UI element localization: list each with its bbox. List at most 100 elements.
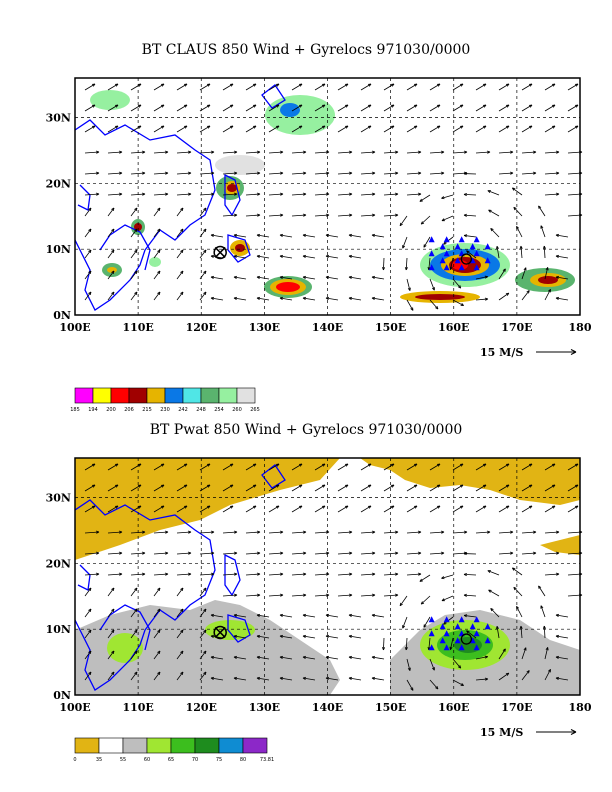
- wind-vector: [567, 193, 583, 196]
- wind-vector-head: [188, 530, 192, 534]
- wind-vector-head: [431, 287, 435, 291]
- wind-vector: [325, 234, 339, 238]
- wind-vector: [383, 151, 399, 154]
- wind-vector-head: [206, 505, 211, 509]
- wind-vector-head: [441, 196, 445, 200]
- wind-vector-head: [188, 572, 192, 576]
- colorbar-swatch: [218, 737, 244, 754]
- wind-vector: [383, 484, 395, 492]
- wind-vector-head: [510, 171, 514, 175]
- wind-vector-head: [137, 463, 142, 467]
- wind-vector: [521, 647, 527, 660]
- wind-vector: [540, 605, 546, 618]
- wind-vector-head: [419, 578, 423, 582]
- wind-vector-head: [303, 572, 307, 576]
- wind-vector-head: [511, 567, 516, 571]
- wind-vector: [337, 83, 349, 91]
- wind-vector-head: [460, 302, 464, 306]
- wind-vector-head: [533, 150, 537, 154]
- vector-reference-label: 15 M/S: [480, 346, 523, 359]
- wind-vector-head: [404, 267, 408, 271]
- gyre-marker: [473, 644, 480, 651]
- wind-vector: [176, 505, 188, 513]
- wind-vector-head: [407, 287, 411, 291]
- wind-vector-head: [505, 83, 510, 87]
- wind-vector: [538, 585, 546, 597]
- panel1-coastlines: [75, 84, 286, 311]
- wind-vector-head: [303, 551, 307, 555]
- wind-vector: [498, 268, 506, 280]
- wind-vector: [176, 151, 192, 154]
- wind-vector: [406, 278, 411, 291]
- wind-vector-head: [188, 150, 192, 154]
- wind-vector-head: [372, 213, 376, 217]
- wind-vector-head: [252, 83, 257, 87]
- gyre-marker: [428, 630, 435, 637]
- wind-vector: [176, 629, 184, 639]
- wind-vector: [222, 463, 234, 471]
- wind-vector: [153, 291, 161, 301]
- colorbar-label: 265: [250, 407, 260, 413]
- wind-vector-head: [210, 296, 215, 300]
- wind-vector: [555, 234, 569, 238]
- wind-vector-head: [321, 484, 326, 488]
- wind-vector-head: [348, 275, 353, 279]
- wind-vector: [130, 172, 146, 175]
- wind-vector-head: [210, 233, 215, 237]
- wind-vector: [555, 656, 569, 660]
- wind-vector-head: [180, 671, 184, 676]
- wind-vector: [222, 151, 238, 154]
- wind-vector: [245, 193, 261, 196]
- wind-vector: [268, 104, 280, 112]
- wind-vector-head: [157, 228, 161, 233]
- wind-vector: [130, 207, 138, 217]
- gyre-marker: [428, 616, 435, 623]
- wind-vector: [383, 83, 395, 91]
- wind-vector-head: [487, 150, 491, 154]
- wind-vector-head: [395, 572, 399, 576]
- wind-vector: [222, 104, 234, 112]
- wind-vector: [383, 573, 399, 576]
- wind-vector: [423, 616, 431, 628]
- y-tick-label: 10N: [46, 623, 71, 636]
- wind-vector: [406, 125, 418, 133]
- wind-vector: [84, 83, 96, 91]
- wind-vector: [199, 629, 207, 639]
- wind-vector-head: [275, 125, 280, 129]
- wind-vector-head: [211, 530, 215, 534]
- wind-vector: [107, 104, 119, 112]
- wind-vector: [452, 83, 464, 91]
- wind-vector-head: [463, 193, 467, 197]
- wind-vector-head: [484, 655, 488, 659]
- wind-vector-head: [142, 530, 146, 534]
- wind-vector-head: [555, 613, 560, 617]
- wind-vector: [222, 594, 238, 597]
- wind-vector: [348, 255, 362, 259]
- wind-vector-head: [436, 83, 441, 87]
- wind-vector: [84, 249, 92, 259]
- wind-vector: [314, 214, 330, 217]
- x-tick-label: 170E: [501, 701, 532, 714]
- wind-vector-head: [142, 150, 146, 154]
- wind-vector: [130, 552, 146, 555]
- wind-vector-head: [275, 104, 280, 108]
- wind-vector: [130, 291, 138, 301]
- wind-vector: [429, 104, 441, 112]
- wind-vector-head: [540, 225, 544, 229]
- wind-vector: [268, 193, 284, 196]
- wind-vector-head: [298, 83, 303, 87]
- wind-vector: [464, 615, 477, 618]
- wind-vector-head: [441, 530, 445, 534]
- wind-vector-head: [574, 463, 579, 467]
- wind-vector-head: [459, 125, 464, 129]
- wind-vector-head: [523, 267, 527, 271]
- wind-vector: [498, 672, 510, 681]
- wind-vector-head: [206, 463, 211, 467]
- y-tick-label: 0N: [53, 309, 71, 322]
- wind-vector-head: [449, 646, 453, 650]
- wind-vector-head: [505, 463, 510, 467]
- wind-vector: [337, 214, 353, 217]
- wind-vector: [555, 614, 569, 618]
- panel1-title: BT CLAUS 850 Wind + Gyrelocs 971030/0000: [141, 42, 471, 58]
- wind-vector-head: [484, 677, 489, 681]
